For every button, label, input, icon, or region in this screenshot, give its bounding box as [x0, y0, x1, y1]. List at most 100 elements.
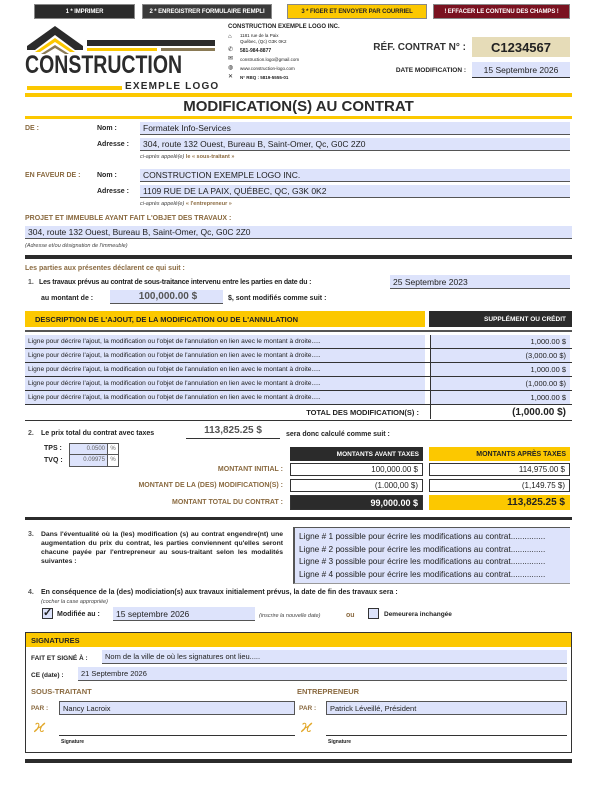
- contract-date-field[interactable]: 25 Septembre 2023: [390, 275, 570, 289]
- to-address-field[interactable]: 1109 RUE DE LA PAIX, QUÉBEC, QC, G3K 0K2: [140, 185, 570, 198]
- divider: [25, 517, 572, 520]
- globe-icon: ◍: [228, 65, 234, 71]
- table-header-amount: SUPPLÉMENT OU CRÉDIT: [429, 311, 572, 327]
- payment-term-line: Ligne # 1 possible pour écrire les modif…: [299, 531, 546, 541]
- logo-text: CONSTRUCTION: [25, 51, 183, 79]
- tools-icon: ✕: [228, 74, 234, 80]
- subcontractor-par-label: PAR :: [31, 705, 49, 712]
- row-description-field[interactable]: Ligne pour décrire l'ajout, la modificat…: [25, 391, 425, 404]
- print-button[interactable]: 1 * IMPRIMER: [34, 4, 135, 19]
- tps-field[interactable]: 0.0500: [70, 444, 107, 454]
- row-amount-field[interactable]: 1,000.00 $: [430, 335, 570, 348]
- project-note: (Adresse et/ou désignation de l'immeuble…: [25, 243, 128, 249]
- section-3-number: 3.: [28, 531, 34, 538]
- send-email-button[interactable]: 3 * FIGER ET ENVOYER PAR COURRIEL: [287, 4, 427, 19]
- divider: [25, 255, 572, 259]
- to-name-field[interactable]: CONSTRUCTION EXEMPLE LOGO INC.: [140, 169, 570, 182]
- new-end-date-field[interactable]: 15 septembre 2026: [113, 607, 255, 621]
- sign-date-field[interactable]: 21 Septembre 2026: [78, 667, 567, 681]
- company-rbq: N° RBQ : 5819-5555-01: [240, 75, 289, 80]
- divider: [25, 420, 572, 421]
- from-address-label: Adresse :: [97, 141, 129, 148]
- subcontractor-title: SOUS-TRAITANT: [31, 687, 92, 696]
- to-name-label: Nom :: [97, 172, 117, 179]
- project-field[interactable]: 304, route 132 Ouest, Bureau B, Saint-Om…: [25, 226, 572, 239]
- contractor-signature-line[interactable]: [326, 735, 567, 736]
- tps-percent: %: [107, 444, 118, 454]
- table-row: Ligne pour décrire l'ajout, la modificat…: [25, 363, 572, 377]
- to-note: ci-après appelé(e): [140, 201, 185, 207]
- signatures-section: SIGNATURES FAIT ET SIGNÉ À : Nom de la v…: [25, 632, 572, 753]
- section-1-number: 1.: [28, 279, 34, 286]
- contractor-signature-label: Signature: [328, 739, 352, 745]
- from-role: le « sous-traitant »: [185, 154, 235, 160]
- divider: [25, 93, 572, 97]
- row-amount-field[interactable]: 1,000.00 $: [430, 391, 570, 404]
- total-modifications-label: TOTAL DES MODIFICATION(S) :: [306, 407, 419, 417]
- modification-amount-label: MONTANT DE LA (DES) MODIFICATION(S) :: [138, 482, 283, 489]
- row-description-field[interactable]: Ligne pour décrire l'ajout, la modificat…: [25, 349, 425, 362]
- subcontractor-signature-label: Signature: [61, 739, 85, 745]
- amount-suffix: $, sont modifiés comme suit :: [228, 295, 327, 302]
- before-tax-header: MONTANTS AVANT TAXES: [290, 447, 423, 461]
- from-label: DE :: [25, 125, 39, 132]
- initial-after-tax: 114,975.00 $: [429, 463, 570, 476]
- row-description-field[interactable]: Ligne pour décrire l'ajout, la modificat…: [25, 377, 425, 390]
- total-before-tax: 99,000.00 $: [290, 495, 423, 510]
- sign-here-icon: ϰ: [34, 716, 46, 737]
- row-description-field[interactable]: Ligne pour décrire l'ajout, la modificat…: [25, 335, 425, 348]
- company-email: construction.logo@gmail.com: [240, 57, 300, 62]
- section-4-hint: (cocher la case appropriée): [41, 599, 108, 605]
- table-header-description: DESCRIPTION DE L'AJOUT, DE LA MODIFICATI…: [25, 311, 425, 327]
- initial-before-tax: 100,000.00 $: [290, 463, 423, 476]
- ref-contract-field[interactable]: C1234567: [472, 37, 570, 57]
- amount-label: au montant de :: [41, 295, 94, 302]
- section-4-text: En conséquence de la (des) modiciation(s…: [41, 589, 398, 596]
- from-note: ci-après appelé(e): [140, 154, 185, 160]
- unchanged-checkbox[interactable]: [368, 608, 379, 619]
- payment-terms-field[interactable]: Ligne # 1 possible pour écrire les modif…: [293, 527, 570, 584]
- row-description-field[interactable]: Ligne pour décrire l'ajout, la modificat…: [25, 363, 425, 376]
- house-roof-icon: [27, 26, 215, 90]
- section-2-number: 2.: [28, 430, 34, 437]
- contractor-title: ENTREPRENEUR: [297, 687, 360, 696]
- after-tax-header: MONTANTS APRÈS TAXES: [429, 447, 570, 461]
- page-title: MODIFICATION(S) AU CONTRAT: [183, 98, 414, 115]
- contractor-name-field[interactable]: Patrick Léveillé, Président: [326, 701, 567, 715]
- table-row: Ligne pour décrire l'ajout, la modificat…: [25, 335, 572, 349]
- row-amount-field[interactable]: 1,000.00 $: [430, 363, 570, 376]
- modified-checkbox[interactable]: ✓: [42, 607, 53, 619]
- table-row: Ligne pour décrire l'ajout, la modificat…: [25, 377, 572, 391]
- section-2-text: Le prix total du contrat avec taxes: [41, 430, 155, 437]
- from-address-field[interactable]: 304, route 132 Ouest, Bureau B, Saint-Om…: [140, 138, 570, 151]
- home-icon: ⌂: [228, 34, 232, 40]
- save-form-button[interactable]: 2 * ENREGISTRER FORMULAIRE REMPLI: [142, 4, 272, 19]
- tvq-field[interactable]: 0.09975: [70, 455, 107, 466]
- tvq-percent: %: [107, 455, 118, 466]
- row-amount-field[interactable]: (1,000.00 $): [430, 377, 570, 390]
- contractor-par-label: PAR :: [299, 705, 317, 712]
- initial-amount-label: MONTANT INITIAL :: [217, 466, 283, 473]
- total-with-tax: 113,825.25 $: [186, 425, 280, 439]
- date-hint: (inscrire la nouvelle date): [259, 613, 321, 619]
- to-address-label: Adresse :: [97, 188, 129, 195]
- contract-amount-field[interactable]: 100,000.00 $: [110, 290, 223, 304]
- date-modification-label: DATE MODIFICATION :: [395, 67, 466, 74]
- place-field[interactable]: Nom de la ville de où les signatures ont…: [102, 650, 567, 664]
- row-amount-field[interactable]: (3,000.00 $): [430, 349, 570, 362]
- table-row: Ligne pour décrire l'ajout, la modificat…: [25, 349, 572, 363]
- payment-term-line: Ligne # 3 possible pour écrire les modif…: [299, 556, 546, 566]
- divider: [25, 330, 572, 332]
- company-phone: 581-984-8877: [240, 48, 272, 54]
- subcontractor-signature-line[interactable]: [59, 735, 295, 736]
- from-name-field[interactable]: Formatek Info-Services: [140, 122, 570, 135]
- sign-date-label: CE (date) :: [31, 672, 64, 679]
- date-modification-field[interactable]: 15 Septembre 2026: [472, 62, 570, 78]
- phone-icon: ✆: [228, 47, 234, 53]
- payment-term-line: Ligne # 2 possible pour écrire les modif…: [299, 543, 546, 554]
- clear-fields-button[interactable]: ! EFFACER LE CONTENU DES CHAMPS !: [433, 4, 570, 19]
- modified-label: Modifiée au :: [57, 611, 100, 618]
- total-modifications-value: (1,000.00 $): [430, 405, 570, 419]
- subcontractor-name-field[interactable]: Nancy Lacroix: [59, 701, 295, 715]
- company-website: www.construction-logo.com: [240, 66, 295, 71]
